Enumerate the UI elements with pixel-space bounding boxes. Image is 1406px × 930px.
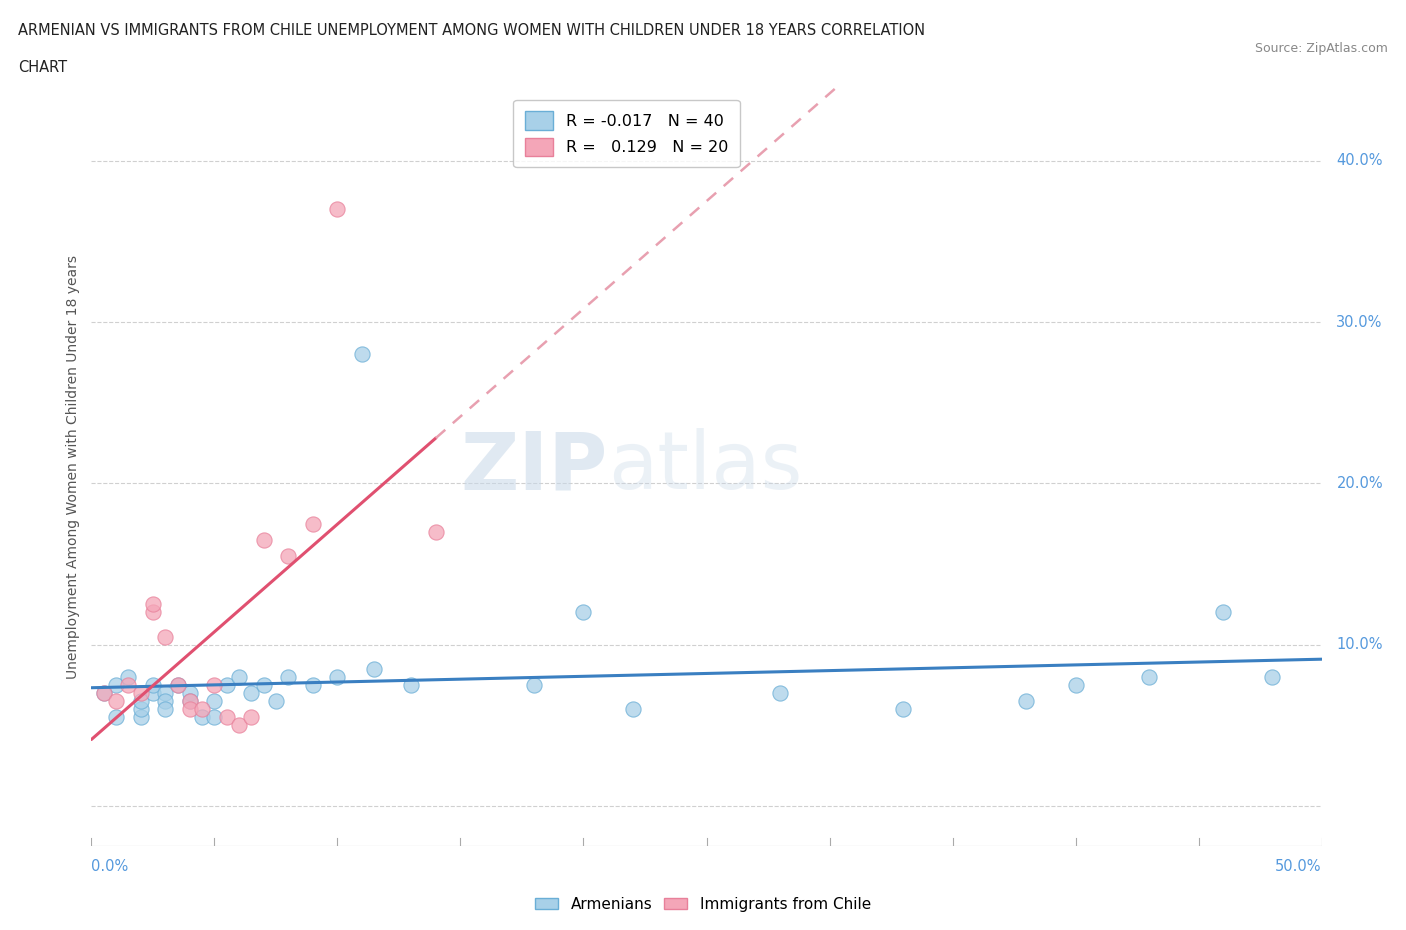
Point [228,718,250,733]
Point [301,678,323,693]
Point [240,685,263,700]
Text: ARMENIAN VS IMMIGRANTS FROM CHILE UNEMPLOYMENT AMONG WOMEN WITH CHILDREN UNDER 1: ARMENIAN VS IMMIGRANTS FROM CHILE UNEMPL… [18,23,925,38]
Text: 30.0%: 30.0% [1336,314,1382,330]
Point [179,702,201,717]
Point [1139,670,1161,684]
Point [326,202,349,217]
Text: 20.0%: 20.0% [1336,476,1384,491]
Text: 10.0%: 10.0% [1336,637,1384,652]
Text: 50.0%: 50.0% [1275,859,1322,874]
Point [179,685,201,700]
Point [166,678,188,693]
Point [363,661,385,676]
Point [117,670,139,684]
Point [891,702,914,717]
Text: CHART: CHART [18,60,67,75]
Point [202,694,225,709]
Point [153,630,177,644]
Point [105,694,127,709]
Text: atlas: atlas [607,429,803,506]
Legend: Armenians, Immigrants from Chile: Armenians, Immigrants from Chile [529,891,877,918]
Point [153,702,177,717]
Text: Source: ZipAtlas.com: Source: ZipAtlas.com [1254,42,1388,55]
Point [326,670,349,684]
Point [1261,670,1284,684]
Point [523,678,546,693]
Point [1015,694,1038,709]
Point [215,678,238,693]
Point [621,702,644,717]
Point [572,605,595,620]
Point [425,525,447,539]
Point [142,678,165,693]
Point [277,670,299,684]
Point [277,549,299,564]
Point [202,710,225,724]
Point [202,678,225,693]
Point [129,685,152,700]
Text: ZIP: ZIP [461,429,607,506]
Point [191,702,214,717]
Point [1064,678,1087,693]
Point [253,678,276,693]
Point [142,605,165,620]
Point [301,516,323,531]
Point [1212,605,1234,620]
Point [228,670,250,684]
Legend: R = -0.017   N = 40, R =   0.129   N = 20: R = -0.017 N = 40, R = 0.129 N = 20 [513,100,740,167]
Point [129,710,152,724]
Point [399,678,422,693]
Point [105,678,127,693]
Point [129,702,152,717]
Point [129,694,152,709]
Point [153,694,177,709]
Point [117,678,139,693]
Point [179,694,201,709]
Point [191,710,214,724]
Point [166,678,188,693]
Y-axis label: Unemployment Among Women with Children Under 18 years: Unemployment Among Women with Children U… [66,256,80,679]
Point [179,694,201,709]
Point [142,597,165,612]
Point [93,685,115,700]
Point [240,710,263,724]
Point [769,685,792,700]
Point [253,533,276,548]
Point [153,685,177,700]
Text: 40.0%: 40.0% [1336,153,1384,168]
Point [264,694,287,709]
Text: 0.0%: 0.0% [91,859,128,874]
Point [142,685,165,700]
Point [105,710,127,724]
Point [352,347,374,362]
Point [93,685,115,700]
Point [215,710,238,724]
